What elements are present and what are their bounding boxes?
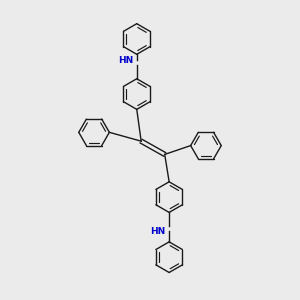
Text: HN: HN [150, 226, 165, 236]
Text: HN: HN [118, 56, 133, 64]
